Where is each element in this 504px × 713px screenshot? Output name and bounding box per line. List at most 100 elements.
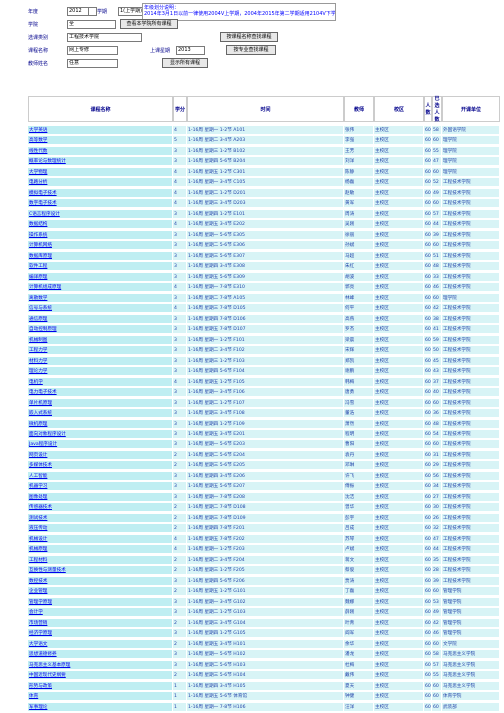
course-name[interactable]: 形势与政策 bbox=[28, 681, 172, 691]
selected: 37 bbox=[432, 377, 441, 387]
course-name[interactable]: 思想道德修养 bbox=[28, 650, 172, 660]
campus: 主校区 bbox=[374, 346, 423, 356]
course-name[interactable]: 会计学 bbox=[28, 608, 172, 618]
course-name[interactable]: 编译原理 bbox=[28, 272, 172, 282]
capacity: 60 bbox=[424, 377, 431, 387]
credit: 3 bbox=[173, 419, 186, 429]
course-name[interactable]: 数据结构 bbox=[28, 220, 172, 230]
selected: 43 bbox=[432, 367, 441, 377]
name-input[interactable]: 网上专修 bbox=[67, 46, 118, 55]
course-name[interactable]: 机械制图 bbox=[28, 335, 172, 345]
course-name[interactable]: 线性代数 bbox=[28, 146, 172, 156]
course-name[interactable]: 测试技术 bbox=[28, 513, 172, 523]
selected: 53 bbox=[432, 597, 441, 607]
teacher: 王芳 bbox=[344, 146, 373, 156]
course-name[interactable]: 中国近现代史纲要 bbox=[28, 671, 172, 681]
time: 1-16周 星期二 3-4节 F102 bbox=[187, 346, 343, 356]
course-name[interactable]: 电路分析 bbox=[28, 178, 172, 188]
course-name[interactable]: 多媒体技术 bbox=[28, 461, 172, 471]
course-name[interactable]: 传感器技术 bbox=[28, 503, 172, 513]
selected: 48 bbox=[432, 419, 441, 429]
course-name[interactable]: 工程材料 bbox=[28, 555, 172, 565]
college-select[interactable]: 全 bbox=[67, 20, 116, 29]
course-name[interactable]: 互换性与测量技术 bbox=[28, 566, 172, 576]
course-name[interactable]: 高等数学 bbox=[28, 136, 172, 146]
course-name[interactable]: 大学英语 bbox=[28, 126, 172, 135]
course-name[interactable]: 人工智能 bbox=[28, 471, 172, 481]
course-name[interactable]: 信号与系统 bbox=[28, 304, 172, 314]
teacher: 何平 bbox=[344, 304, 373, 314]
selected: 30 bbox=[432, 503, 441, 513]
dropdown-arrow[interactable] bbox=[88, 7, 97, 16]
table-row: 软件工程 3 1-16周 星期四 3-4节 E308 朱红 主校区 60 48 工程技术学院 bbox=[28, 262, 500, 272]
course-name[interactable]: 计算机组成原理 bbox=[28, 283, 172, 293]
teacher-input[interactable]: 任意 bbox=[67, 59, 118, 68]
course-name[interactable]: 大学物理 bbox=[28, 167, 172, 177]
week-select[interactable]: 2013 bbox=[176, 46, 205, 55]
course-name[interactable]: 嵌入式系统 bbox=[28, 409, 172, 419]
credit: 2 bbox=[173, 671, 186, 681]
course-name[interactable]: 理论力学 bbox=[28, 367, 172, 377]
course-name[interactable]: Java程序设计 bbox=[28, 440, 172, 450]
time: 1-16周 星期一 3-4节 C105 bbox=[187, 178, 343, 188]
course-name[interactable]: 工程力学 bbox=[28, 346, 172, 356]
course-name[interactable]: 软件工程 bbox=[28, 262, 172, 272]
term-select[interactable]: 1(上学期) bbox=[118, 7, 143, 16]
course-name[interactable]: 面向对象程序设计 bbox=[28, 429, 172, 439]
course-name[interactable]: 数据库原理 bbox=[28, 251, 172, 261]
course-name[interactable]: 自动控制原理 bbox=[28, 325, 172, 335]
campus: 主校区 bbox=[374, 178, 423, 188]
course-name[interactable]: 网页设计 bbox=[28, 450, 172, 460]
course-name[interactable]: 计算机网络 bbox=[28, 241, 172, 251]
course-name[interactable]: 液压传动 bbox=[28, 524, 172, 534]
course-name[interactable]: C语言程序设计 bbox=[28, 209, 172, 219]
time: 1-16周 星期三 1-2节 F205 bbox=[187, 566, 343, 576]
course-name[interactable]: 概率论与数理统计 bbox=[28, 157, 172, 167]
course-name[interactable]: 离散数学 bbox=[28, 293, 172, 303]
course-name[interactable]: 数控技术 bbox=[28, 576, 172, 586]
course-name[interactable]: 军事理论 bbox=[28, 702, 172, 712]
course-name[interactable]: 管理学原理 bbox=[28, 597, 172, 607]
course-name[interactable]: 操作系统 bbox=[28, 230, 172, 240]
credit: 3 bbox=[173, 482, 186, 492]
table-row: 单片机原理 3 1-16周 星期二 1-2节 F107 冯雪 主校区 60 60 工程技术学院 bbox=[28, 398, 500, 409]
time: 1-16周 星期一 7-8节 H106 bbox=[187, 702, 343, 712]
dept: 工程技术学院 bbox=[442, 482, 499, 492]
capacity: 60 bbox=[424, 671, 431, 681]
button[interactable]: 显示所有课程 bbox=[162, 58, 208, 68]
course-name[interactable]: 通信原理 bbox=[28, 314, 172, 324]
course-name[interactable]: 图像处理 bbox=[28, 492, 172, 502]
course-name[interactable]: 机器学习 bbox=[28, 482, 172, 492]
type-select[interactable]: 工程技术学院 bbox=[67, 33, 142, 42]
course-name[interactable]: 机械设计 bbox=[28, 534, 172, 544]
button[interactable]: 按课程名称查找课程 bbox=[220, 32, 278, 42]
course-name[interactable]: 企业管理 bbox=[28, 587, 172, 597]
course-name[interactable]: 经济学原理 bbox=[28, 629, 172, 639]
course-name[interactable]: 马克思主义基本原理 bbox=[28, 660, 172, 670]
year-select[interactable]: 2012 bbox=[67, 7, 90, 16]
table-row: Java程序设计 3 1-16周 星期一 5-6节 E203 曹阳 主校区 60 60 工程技… bbox=[28, 440, 500, 450]
credit: 4 bbox=[173, 304, 186, 314]
dept: 马克思主义学院 bbox=[442, 660, 499, 670]
time: 1-16周 星期三 3-4节 D203 bbox=[187, 199, 343, 209]
credit: 2 bbox=[173, 587, 186, 597]
course-name[interactable]: 电机学 bbox=[28, 377, 172, 387]
course-name[interactable]: 数字电子技术 bbox=[28, 199, 172, 209]
course-name[interactable]: 模拟电子技术 bbox=[28, 188, 172, 198]
campus: 主校区 bbox=[374, 650, 423, 660]
teacher: 蔡俊 bbox=[344, 566, 373, 576]
button[interactable]: 查看本学院所有课程 bbox=[120, 19, 178, 29]
course-name[interactable]: 体育 bbox=[28, 692, 172, 702]
course-name[interactable]: 单片机原理 bbox=[28, 398, 172, 408]
table-row: 测试技术 2 1-16周 星期三 7-8节 D109 彭宇 主校区 60 26 工程技术学院 bbox=[28, 513, 500, 524]
header-dept: 开课单位 bbox=[442, 96, 500, 122]
selected: 60 bbox=[432, 440, 441, 450]
course-name[interactable]: 大学语文 bbox=[28, 639, 172, 649]
course-name[interactable]: 电力电子技术 bbox=[28, 388, 172, 398]
course-name[interactable]: 市场营销 bbox=[28, 618, 172, 628]
course-name[interactable]: 微机原理 bbox=[28, 419, 172, 429]
course-name[interactable]: 材料力学 bbox=[28, 356, 172, 366]
table-row: 网页设计 2 1-16周 星期二 5-6节 E204 袁丹 主校区 60 31 工程技术学院 bbox=[28, 450, 500, 461]
button[interactable]: 按专业查找课程 bbox=[226, 45, 276, 55]
course-name[interactable]: 机械原理 bbox=[28, 545, 172, 555]
